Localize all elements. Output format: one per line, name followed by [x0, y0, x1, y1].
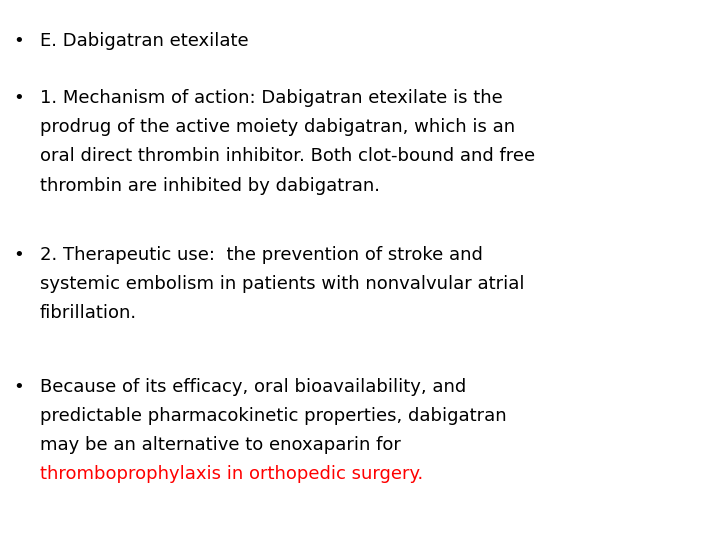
Text: •: •	[13, 89, 24, 107]
Text: fibrillation.: fibrillation.	[40, 304, 137, 322]
Text: may be an alternative to enoxaparin for: may be an alternative to enoxaparin for	[40, 436, 400, 454]
Text: thromboprophylaxis in orthopedic surgery.: thromboprophylaxis in orthopedic surgery…	[40, 465, 423, 483]
Text: 1. Mechanism of action: Dabigatran etexilate is the: 1. Mechanism of action: Dabigatran etexi…	[40, 89, 503, 107]
Text: 2. Therapeutic use:  the prevention of stroke and: 2. Therapeutic use: the prevention of st…	[40, 246, 482, 264]
Text: Because of its efficacy, oral bioavailability, and: Because of its efficacy, oral bioavailab…	[40, 378, 466, 396]
Text: prodrug of the active moiety dabigatran, which is an: prodrug of the active moiety dabigatran,…	[40, 118, 515, 136]
Text: thrombin are inhibited by dabigatran.: thrombin are inhibited by dabigatran.	[40, 177, 379, 194]
Text: oral direct thrombin inhibitor. Both clot-bound and free: oral direct thrombin inhibitor. Both clo…	[40, 147, 535, 165]
Text: predictable pharmacokinetic properties, dabigatran: predictable pharmacokinetic properties, …	[40, 407, 506, 425]
Text: •: •	[13, 378, 24, 396]
Text: •: •	[13, 246, 24, 264]
Text: E. Dabigatran etexilate: E. Dabigatran etexilate	[40, 32, 248, 50]
Text: systemic embolism in patients with nonvalvular atrial: systemic embolism in patients with nonva…	[40, 275, 524, 293]
Text: •: •	[13, 32, 24, 50]
